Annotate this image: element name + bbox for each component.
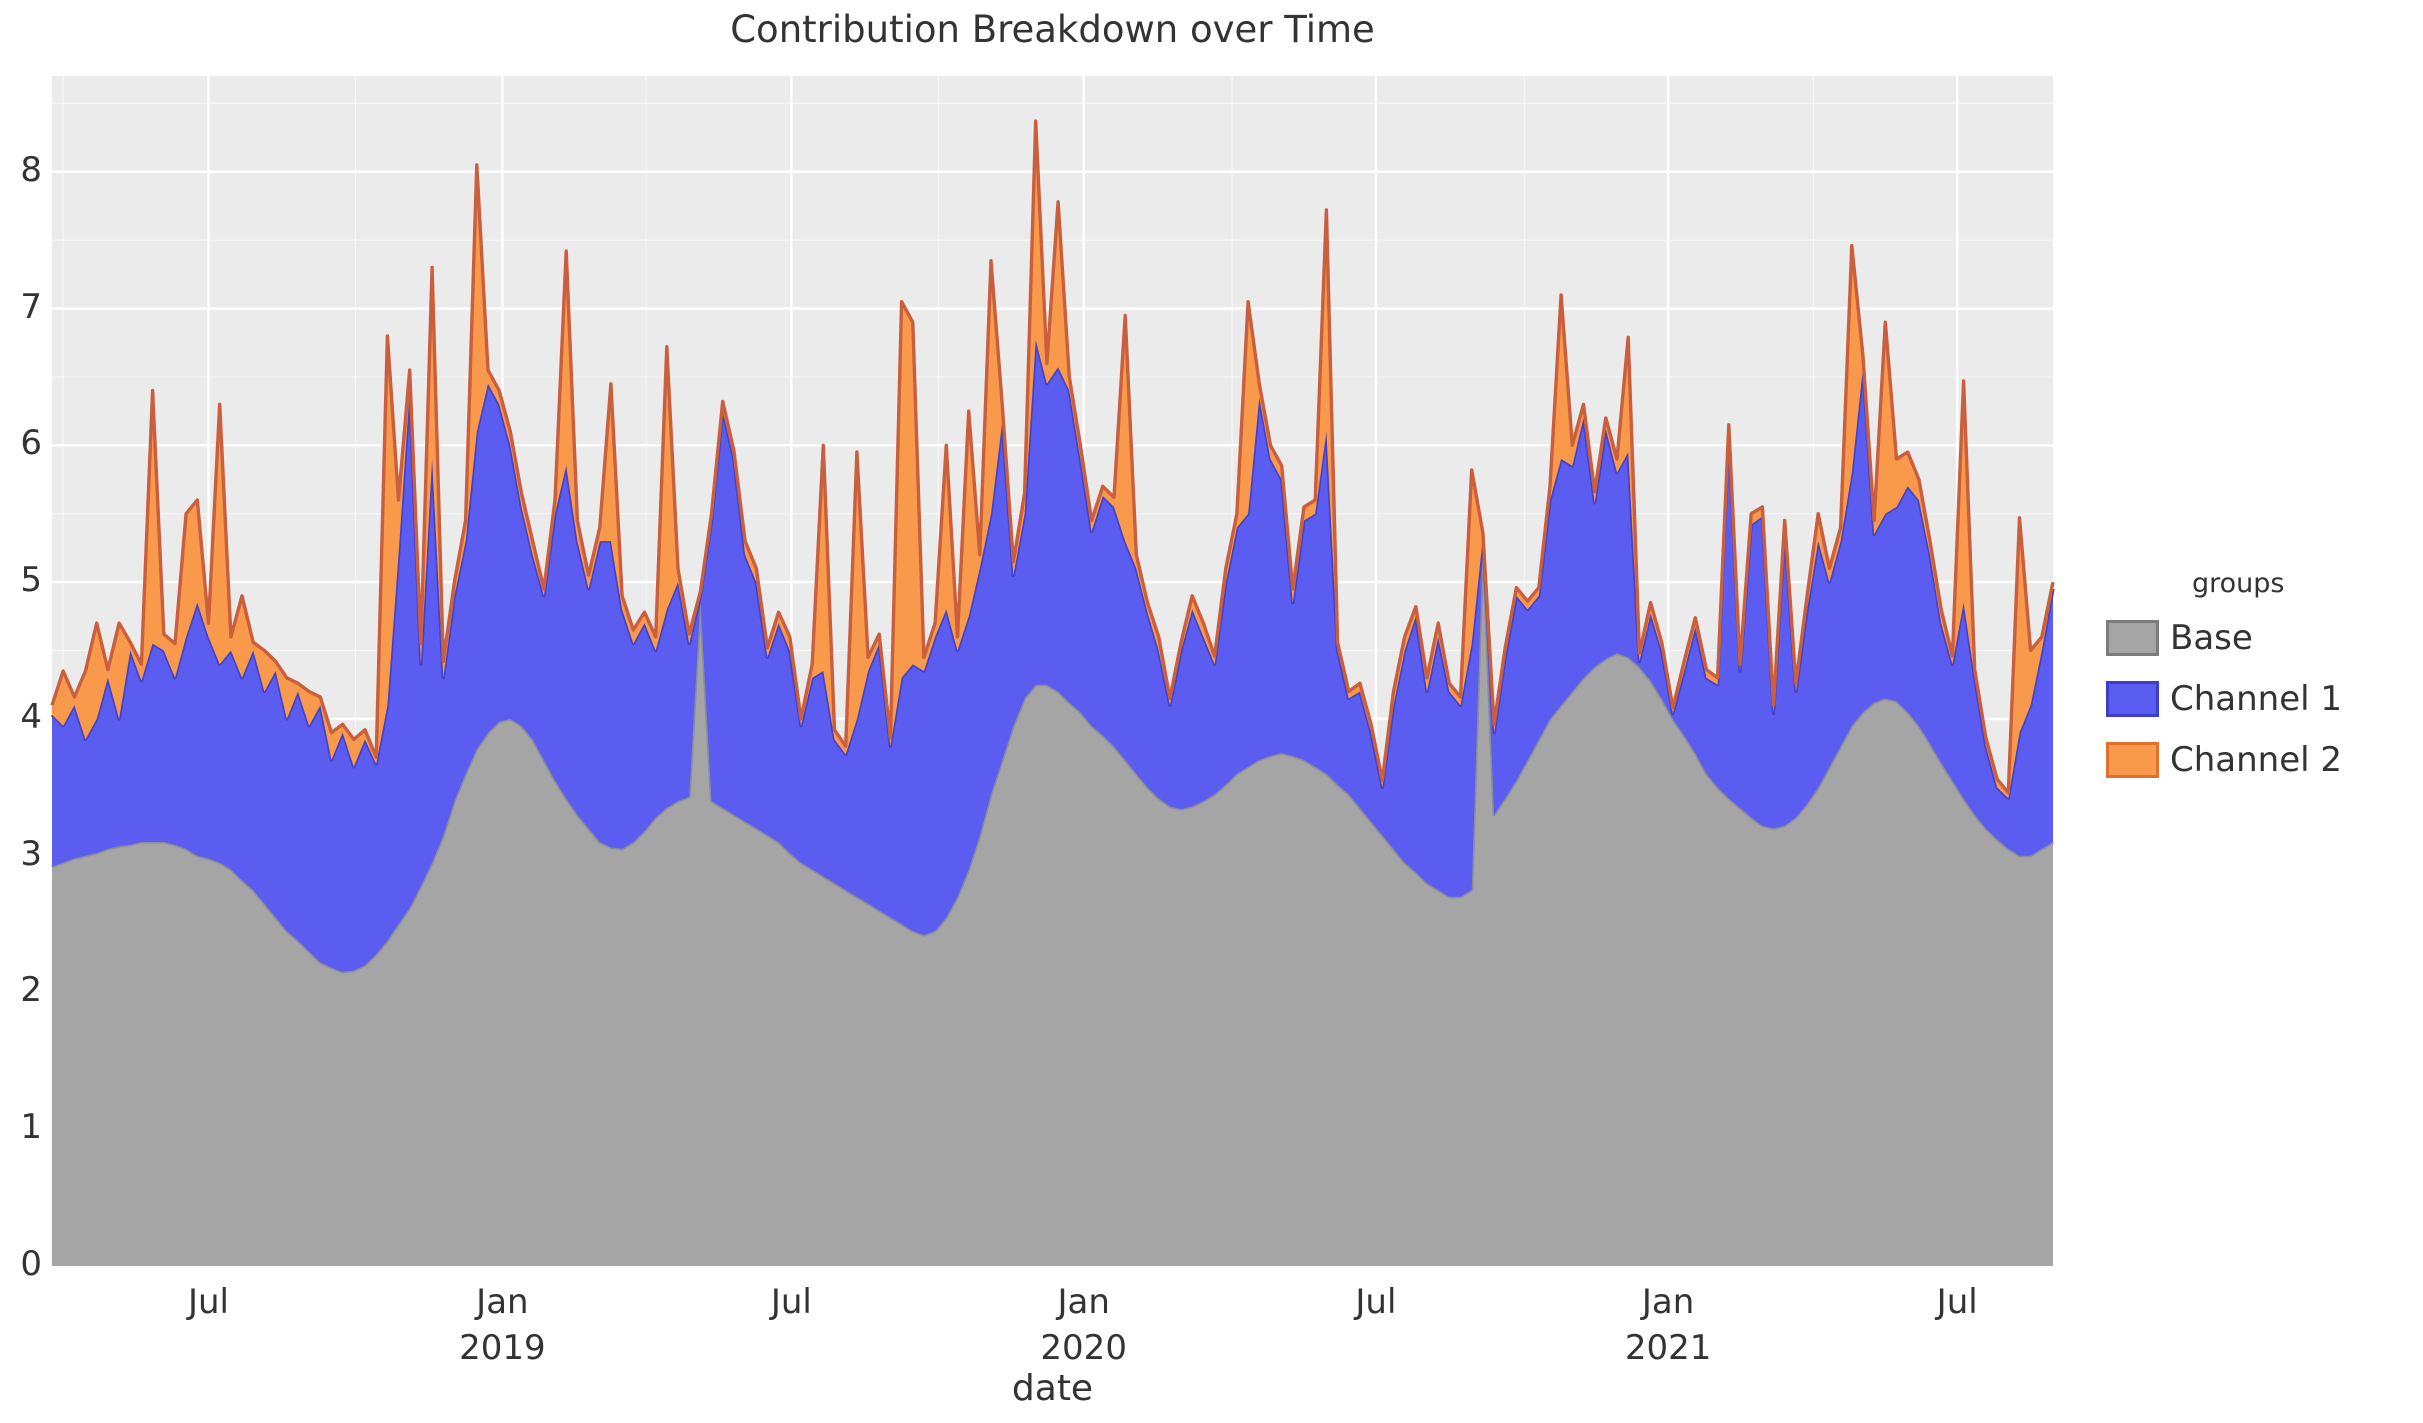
line-channel-2 [50, 119, 2055, 795]
legend-title: groups [2192, 568, 2285, 599]
y-tick-label: 6 [20, 423, 42, 464]
x-tick-label: Jan 2019 [412, 1282, 592, 1368]
x-axis-title: date [1011, 1368, 1094, 1409]
x-tick-label: Jul [770, 1282, 812, 1322]
legend-label: Channel 2 [2170, 740, 2343, 780]
legend-swatch [2106, 742, 2159, 778]
x-tick-label: Jul [1936, 1282, 1978, 1322]
y-tick-label: 1 [20, 1107, 42, 1148]
y-tick-label: 7 [20, 286, 42, 327]
y-tick-label: 5 [20, 560, 42, 601]
y-tick-label: 8 [20, 149, 42, 190]
chart-title: Contribution Breakdown over Time [730, 8, 1375, 51]
x-tick-label: Jan 2021 [1578, 1282, 1758, 1368]
area-base [52, 541, 2053, 1266]
legend-label: Channel 1 [2170, 679, 2343, 719]
y-tick-label: 2 [20, 970, 42, 1011]
x-tick-year: 2019 [459, 1328, 546, 1368]
x-tick-label: Jan 2020 [994, 1282, 1174, 1368]
legend-label: Base [2170, 618, 2253, 658]
y-tick-label: 4 [20, 696, 42, 737]
legend-swatch [2106, 620, 2159, 656]
y-tick-label: 0 [20, 1244, 42, 1284]
x-tick-year: 2021 [1624, 1328, 1712, 1368]
area-channel-1 [52, 340, 2053, 972]
x-tick-label: Jul [1355, 1282, 1397, 1322]
y-tick-label: 3 [20, 833, 42, 874]
x-tick-label: Jul [187, 1282, 230, 1322]
legend-swatch [2106, 681, 2159, 717]
x-tick-year: 2020 [1040, 1328, 1127, 1368]
